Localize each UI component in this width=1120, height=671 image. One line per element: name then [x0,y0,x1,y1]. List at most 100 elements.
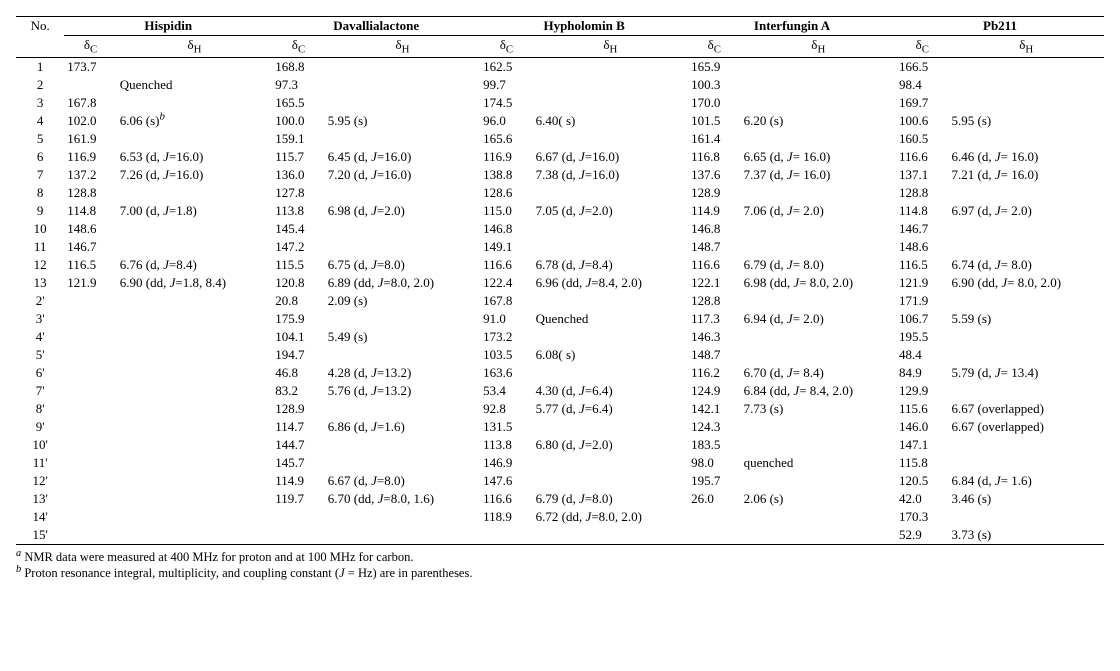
cell-delta-h [533,454,688,472]
cell-no: 13 [16,274,64,292]
cell-delta-h: 6.06 (s)b [117,112,272,130]
table-row: 6116.96.53 (d, J=16.0)115.76.45 (d, J=16… [16,148,1104,166]
cell-delta-h [741,94,896,112]
cell-delta-c: 170.3 [896,508,949,526]
cell-delta-c: 115.8 [896,454,949,472]
cell-delta-h [117,346,272,364]
cell-delta-h [949,57,1105,76]
cell-delta-h [325,310,480,328]
cell-delta-h: 6.79 (d, J=8.0) [533,490,688,508]
cell-delta-c: 168.8 [272,57,325,76]
cell-delta-c [64,382,117,400]
col-delta-h: δH [117,36,272,58]
table-row: 10'144.7113.86.80 (d, J=2.0)183.5147.1 [16,436,1104,454]
cell-no: 2' [16,292,64,310]
cell-delta-c: 116.6 [480,490,533,508]
cell-delta-c: 91.0 [480,310,533,328]
cell-delta-c: 99.7 [480,76,533,94]
cell-delta-c: 128.6 [480,184,533,202]
cell-delta-h [533,526,688,545]
cell-delta-h [533,130,688,148]
table-row: 9114.87.00 (d, J=1.8)113.86.98 (d, J=2.0… [16,202,1104,220]
cell-delta-c [64,76,117,94]
cell-delta-h: 6.98 (dd, J= 8.0, 2.0) [741,274,896,292]
cell-delta-c: 100.0 [272,112,325,130]
cell-delta-h [533,94,688,112]
table-row: 3167.8165.5174.5170.0169.7 [16,94,1104,112]
cell-delta-c: 165.9 [688,57,741,76]
cell-delta-h [533,184,688,202]
cell-delta-h [949,76,1105,94]
col-delta-c: δC [896,36,949,58]
cell-delta-c: 160.5 [896,130,949,148]
cell-delta-h: 7.26 (d, J=16.0) [117,166,272,184]
cell-delta-h [325,130,480,148]
cell-delta-h [949,454,1105,472]
cell-delta-h: 4.28 (d, J=13.2) [325,364,480,382]
cell-delta-c: 136.0 [272,166,325,184]
cell-delta-h [949,508,1105,526]
table-row: 8128.8127.8128.6128.9128.8 [16,184,1104,202]
cell-delta-c: 100.3 [688,76,741,94]
cell-delta-c: 167.8 [480,292,533,310]
cell-delta-h [117,220,272,238]
cell-delta-c: 114.8 [896,202,949,220]
cell-delta-h [325,238,480,256]
cell-delta-c [64,346,117,364]
cell-no: 4 [16,112,64,130]
cell-delta-h: quenched [741,454,896,472]
cell-delta-h: 5.49 (s) [325,328,480,346]
cell-no: 11' [16,454,64,472]
cell-delta-h [117,472,272,490]
cell-delta-c: 161.4 [688,130,741,148]
cell-delta-h: 2.09 (s) [325,292,480,310]
cell-delta-c: 97.3 [272,76,325,94]
cell-delta-h [533,364,688,382]
cell-delta-c: 170.0 [688,94,741,112]
cell-delta-h [741,130,896,148]
cell-delta-h: 5.79 (d, J= 13.4) [949,364,1105,382]
cell-no: 9' [16,418,64,436]
cell-no: 6 [16,148,64,166]
cell-delta-c: 146.3 [688,328,741,346]
cell-delta-c: 137.6 [688,166,741,184]
cell-delta-c: 116.9 [480,148,533,166]
cell-delta-c: 117.3 [688,310,741,328]
cell-delta-c: 114.9 [688,202,741,220]
table-row: 15'52.93.73 (s) [16,526,1104,545]
cell-delta-h: 6.53 (d, J=16.0) [117,148,272,166]
cell-delta-c: 148.7 [688,238,741,256]
cell-delta-h: 7.20 (d, J=16.0) [325,166,480,184]
cell-delta-h: 3.73 (s) [949,526,1105,545]
cell-delta-h [533,220,688,238]
nmr-table-container: No. Hispidin Davallialactone Hypholomin … [16,16,1104,582]
cell-no: 13' [16,490,64,508]
cell-delta-c: 96.0 [480,112,533,130]
table-row: 5'194.7103.56.08( s)148.748.4 [16,346,1104,364]
cell-delta-h [117,454,272,472]
cell-delta-c: 116.5 [896,256,949,274]
cell-delta-c: 171.9 [896,292,949,310]
cell-delta-h [325,400,480,418]
cell-delta-h [117,94,272,112]
cell-delta-h [741,526,896,545]
cell-delta-h: 7.05 (d, J=2.0) [533,202,688,220]
cell-delta-h: 6.67 (d, J=8.0) [325,472,480,490]
cell-delta-c: 114.7 [272,418,325,436]
footnote-b-text: Proton resonance integral, multiplicity,… [21,566,472,580]
cell-delta-h [533,328,688,346]
cell-no: 10 [16,220,64,238]
cell-delta-h: 7.00 (d, J=1.8) [117,202,272,220]
cell-delta-h: 6.72 (dd, J=8.0, 2.0) [533,508,688,526]
cell-delta-c [64,418,117,436]
cell-delta-c [64,436,117,454]
cell-delta-c: 175.9 [272,310,325,328]
col-delta-c: δC [480,36,533,58]
cell-delta-c: 98.0 [688,454,741,472]
cell-delta-h: 7.21 (d, J= 16.0) [949,166,1105,184]
cell-delta-h: 6.78 (d, J=8.4) [533,256,688,274]
cell-delta-h: 6.46 (d, J= 16.0) [949,148,1105,166]
cell-delta-h: 6.67 (overlapped) [949,400,1105,418]
cell-delta-h [741,184,896,202]
cell-delta-c [688,526,741,545]
